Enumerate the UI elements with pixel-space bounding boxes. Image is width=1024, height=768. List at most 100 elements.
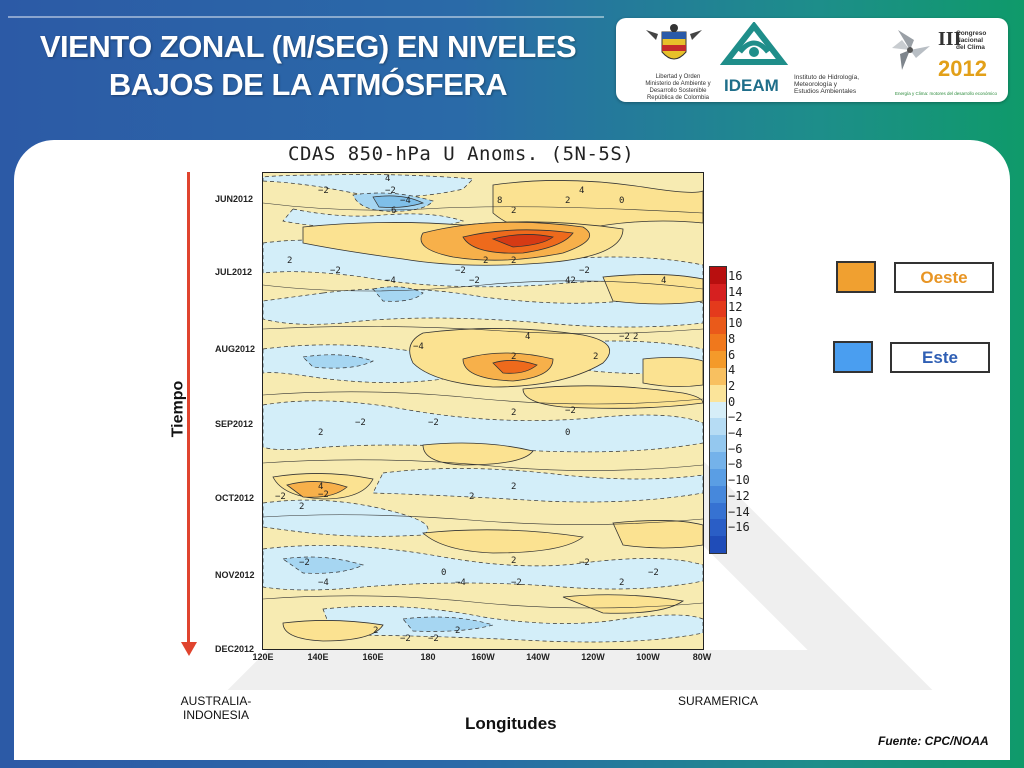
core-westerly-oct xyxy=(286,481,348,498)
colorbar-level-label: 8 xyxy=(728,331,736,346)
band-westerly-jul-east xyxy=(602,274,703,305)
contour-label: 4 xyxy=(525,332,530,342)
colorbar-level-label: 4 xyxy=(728,363,736,378)
slide-title-line-1: VIENTO ZONAL (M/SEG) EN NIVELES xyxy=(39,29,577,64)
title-underline xyxy=(8,16,604,18)
colorbar-level-label: 10 xyxy=(728,316,743,331)
contour-label: −2 xyxy=(648,568,659,578)
contour-label: −2 xyxy=(318,186,329,196)
xtick-100w: 100W xyxy=(636,652,660,662)
colorbar-level-label: −4 xyxy=(728,426,743,440)
colorbar-segment xyxy=(710,351,726,368)
contour-label: −2 xyxy=(385,186,396,196)
colorbar-segment xyxy=(710,401,726,419)
contour-label: −2 xyxy=(299,558,310,568)
ytick-jun2012: JUN2012 xyxy=(215,194,254,204)
contour-label: −2 xyxy=(565,406,576,416)
colorbar-level-label: −6 xyxy=(728,441,743,456)
ideam-logo-text: Instituto de Hidrología, Meteorología y … xyxy=(794,74,860,95)
colorbar-level-label: 2 xyxy=(728,378,736,393)
contour-label: 2 xyxy=(511,256,516,266)
contour-label: −2 xyxy=(579,266,590,276)
colorbar-level-label: −14 xyxy=(728,504,750,519)
contour-label: −4 xyxy=(413,342,424,352)
contour-label: 0 xyxy=(619,196,624,206)
contour-label: 2 xyxy=(511,556,516,566)
band-easterly-jun-west xyxy=(263,174,474,197)
colorbar-level-label: 16 xyxy=(728,269,743,283)
contour-label: 4 xyxy=(661,276,666,286)
band-westerly-nov-east xyxy=(612,520,703,549)
contour-label: −2 xyxy=(455,266,466,276)
ideam-logo-name: IDEAM xyxy=(724,76,779,95)
contour-label: 6 xyxy=(391,206,396,216)
slide-title-line-2: BAJOS DE LA ATMÓSFERA xyxy=(108,67,508,102)
strong-easterly-jun xyxy=(372,195,424,208)
contour-label: 2 xyxy=(565,196,570,206)
band-easterly-oct-west xyxy=(263,499,429,537)
band-easterly-nov xyxy=(263,545,703,591)
contour-label: 2 xyxy=(511,352,516,362)
core-easterly-aug xyxy=(302,354,374,369)
slide-title: VIENTO ZONAL (M/SEG) EN NIVELES BAJOS DE… xyxy=(18,28,598,104)
colombia-coat-of-arms-logo xyxy=(646,24,702,60)
contour-label: 4 xyxy=(318,482,323,492)
colorbar-segment xyxy=(710,435,726,453)
contour-label: −2 xyxy=(355,418,366,428)
ytick-oct2012: OCT2012 xyxy=(215,493,255,503)
colorbar-level-label: 14 xyxy=(728,284,743,299)
band-easterly-dec xyxy=(322,605,703,643)
colorbar-level-label: −2 xyxy=(728,410,743,425)
colorbar-segment xyxy=(710,384,726,402)
xtick-160e: 160E xyxy=(362,652,384,662)
contour-label: −2 xyxy=(400,634,411,644)
xtick-140w: 140W xyxy=(526,652,550,662)
contour-label: −2 xyxy=(579,558,590,568)
xtick-160w: 160W xyxy=(471,652,495,662)
contour-label: 2 xyxy=(511,206,516,216)
contour-label: −2 xyxy=(428,418,439,428)
contour-line-3 xyxy=(263,326,703,334)
strong-westerly-aug xyxy=(492,360,538,374)
contour-label: 2 xyxy=(511,408,516,418)
congress-logo-slogan: Energía y Clima: motores del desarrollo … xyxy=(894,91,998,96)
contour-label: 4 xyxy=(385,174,390,184)
contour-label: −2 xyxy=(619,332,630,342)
contour-line-7 xyxy=(263,595,703,609)
xtick-80w: 80W xyxy=(692,652,712,662)
legend-east-label: Este xyxy=(890,342,990,373)
xtick-120e: 120E xyxy=(252,652,274,662)
peak-westerly-jun xyxy=(491,234,554,248)
contour-label: −4 xyxy=(455,578,466,588)
time-arrow-line xyxy=(187,172,190,646)
contour-label: 2 xyxy=(373,626,378,636)
core-easterly-nov xyxy=(282,556,364,574)
contour-label: 2 xyxy=(287,256,292,266)
contour-label: 2 xyxy=(483,256,488,266)
colorbar-segment xyxy=(710,485,726,503)
contour-label: −2 xyxy=(511,578,522,588)
colorbar-level-label: 6 xyxy=(728,347,736,362)
band-westerly-oct-mid xyxy=(422,442,534,466)
contour-line-6 xyxy=(263,514,703,525)
ytick-aug2012: AUG2012 xyxy=(215,344,256,354)
ytick-dec2012: DEC2012 xyxy=(215,644,255,654)
congress-numeral: III xyxy=(938,28,962,50)
contour-label: 2 xyxy=(633,332,638,342)
contour-label: 2 xyxy=(619,578,624,588)
legend-east-swatch xyxy=(833,341,873,373)
contour-line-5 xyxy=(263,459,703,471)
hovmoller-plot: −2 −4 6 4 2 2 4 8 42 −2 0 −2 2 −2 −4 2 −2 4 2 −2 2 −2 −4 2 4 −2 2 2… xyxy=(262,172,704,650)
pinwheel-logo xyxy=(892,30,930,70)
ytick-jul2012: JUL2012 xyxy=(215,267,253,277)
xtick-140e: 140E xyxy=(307,652,329,662)
region-australia-indonesia: AUSTRALIA- INDONESIA xyxy=(180,694,252,722)
colorbar-level-label: 0 xyxy=(728,394,736,409)
core-easterly-dec xyxy=(402,616,495,632)
xtick-120w: 120W xyxy=(581,652,605,662)
congress-logo-year: 2012 xyxy=(938,56,987,81)
colorbar-segment xyxy=(710,468,726,486)
colorbar-level-label: −16 xyxy=(728,520,750,535)
source-credit: Fuente: CPC/NOAA xyxy=(878,734,989,748)
contour-line-1 xyxy=(263,202,703,214)
